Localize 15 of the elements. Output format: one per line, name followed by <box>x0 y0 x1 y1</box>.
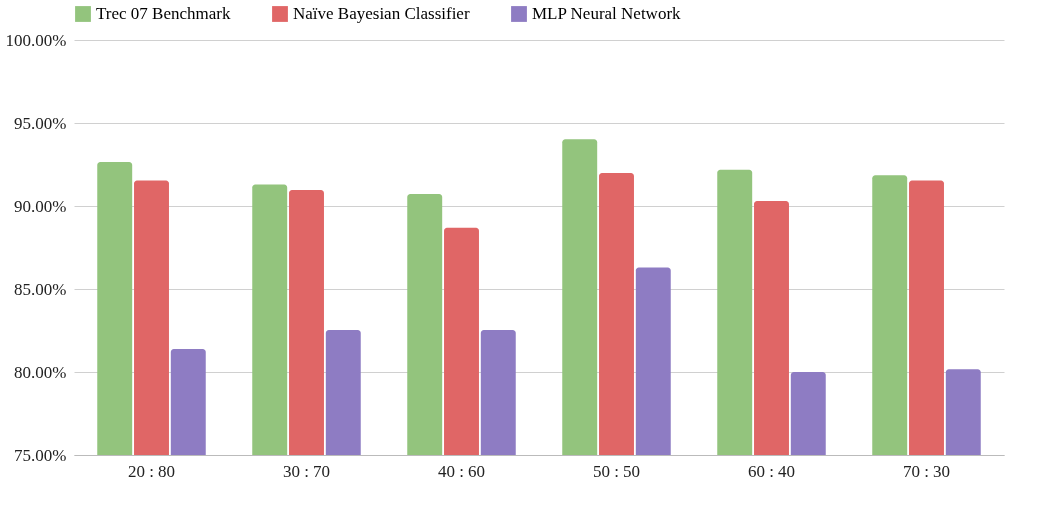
x-tick-label: 50 : 50 <box>592 461 641 481</box>
x-tick-label: 40 : 60 <box>437 461 486 481</box>
legend-label: Trec 07 Benchmark <box>96 4 231 23</box>
y-tick-label: 75.00% <box>14 445 67 465</box>
legend-label: MLP Neural Network <box>532 4 682 23</box>
y-tick-label: 80.00% <box>14 362 67 382</box>
x-tick-label: 20 : 80 <box>127 461 176 481</box>
y-tick-label: 95.00% <box>14 113 67 133</box>
legend-label: Naïve Bayesian Classifier <box>293 4 470 23</box>
y-tick-label: 85.00% <box>14 279 67 299</box>
x-tick-label: 30 : 70 <box>282 461 331 481</box>
x-tick-label: 70 : 30 <box>902 461 951 481</box>
x-tick-label: 60 : 40 <box>747 461 796 481</box>
y-tick-label: 90.00% <box>14 196 67 216</box>
y-tick-label: 100.00% <box>5 30 67 50</box>
